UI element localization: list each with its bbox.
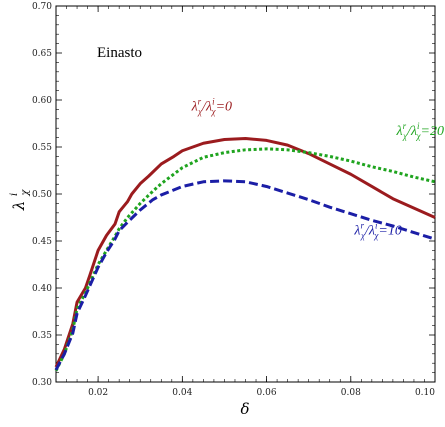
svg-text:λ iχ: λ iχ xyxy=(9,189,31,212)
x-axis-title: δ xyxy=(240,400,249,418)
y-tick-label: 0.40 xyxy=(32,284,52,294)
series-label-part: /λ xyxy=(201,99,212,114)
series-label-1: λr χ/λi χ=20 xyxy=(396,121,444,141)
y-axis-title-text: λ xyxy=(10,201,28,212)
panel-title: Einasto xyxy=(97,45,142,61)
series-group xyxy=(54,137,436,372)
y-tick-label: 0.35 xyxy=(32,331,52,341)
series-label-part: r xyxy=(361,220,365,230)
y-axis-title-sup: i xyxy=(9,193,20,196)
y-tick-label: 0.55 xyxy=(32,143,52,153)
y-tick-label: 0.30 xyxy=(32,378,52,388)
series-label-part: λ xyxy=(396,124,403,139)
series-line-1 xyxy=(54,147,436,372)
series-label-part: /λ xyxy=(364,223,375,238)
y-tick-label: 0.45 xyxy=(32,237,52,247)
x-tick-label: 0.02 xyxy=(88,388,108,398)
series-label-part: χ xyxy=(360,230,366,240)
y-tick-label: 0.60 xyxy=(32,96,52,106)
series-label-part: λ xyxy=(353,223,360,238)
series-label-part: i xyxy=(417,121,420,131)
series-label-part: /λ xyxy=(406,124,417,139)
x-tick-label: 0.06 xyxy=(257,388,277,398)
series-label-part: i xyxy=(212,96,215,106)
y-axis-title: λ iχ xyxy=(9,189,31,212)
series-label-part: χ xyxy=(197,106,203,116)
series-label-part: χ xyxy=(211,106,217,116)
series-label-part: =10 xyxy=(378,223,401,238)
series-label-part: =20 xyxy=(421,124,444,139)
series-label-part: r xyxy=(403,121,407,131)
series-label-part: χ xyxy=(402,131,408,141)
y-tick-label: 0.65 xyxy=(32,49,52,59)
plot-frame xyxy=(55,5,436,383)
series-label-part: i xyxy=(375,220,378,230)
y-tick-label: 0.50 xyxy=(32,190,52,200)
x-tick-label: 0.10 xyxy=(415,388,435,398)
series-line-2 xyxy=(54,179,436,371)
series-label-part: χ xyxy=(416,131,422,141)
series-label-part: r xyxy=(198,96,202,106)
series-line-0 xyxy=(54,137,436,368)
tick-labels: 0.02 0.04 0.06 0.08 0.10 0.30 0.35 0.40 0.45 0.50… xyxy=(32,2,435,398)
x-tick-label: 0.08 xyxy=(341,388,361,398)
series-label-2: λr χ/λi χ=10 xyxy=(353,220,401,240)
series-label-part: χ xyxy=(373,230,379,240)
series-label-0: λr χ/λi χ=0 xyxy=(191,96,232,116)
axis-ticks xyxy=(56,5,436,383)
y-tick-label: 0.70 xyxy=(32,2,52,12)
y-axis-title-sub: χ xyxy=(20,189,31,197)
x-tick-label: 0.04 xyxy=(172,388,192,398)
series-label-part: λ xyxy=(191,99,198,114)
series-label-part: =0 xyxy=(216,99,232,114)
